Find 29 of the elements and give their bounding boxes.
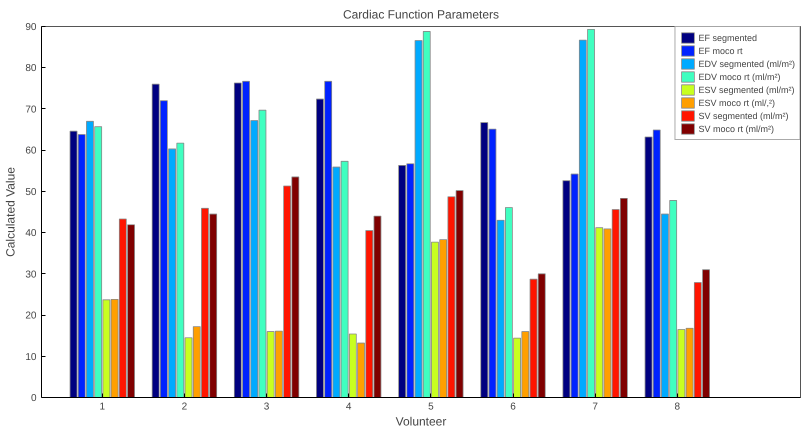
y-tick-label: 50 [25, 186, 37, 198]
legend-label: SV moco rt (ml/m²) [698, 122, 774, 135]
legend-label: EDV moco rt (ml/m²) [698, 70, 780, 83]
y-tick-label: 60 [25, 146, 37, 157]
x-tick-label: 7 [592, 402, 598, 412]
x-tick-label: 3 [264, 402, 270, 412]
x-tick-label: 5 [428, 402, 434, 412]
y-tick-label: 10 [25, 352, 37, 363]
chart-title: Cardiac Function Parameters [342, 8, 500, 22]
y-tick-label: 80 [25, 63, 37, 74]
legend-label: EDV segmented (ml/m²) [698, 58, 795, 70]
y-tick-label: 40 [25, 228, 37, 240]
legend-label: EF segmented [698, 32, 757, 44]
y-axis-title: Calculated Value [3, 166, 18, 257]
y-tick-label: 90 [25, 22, 37, 33]
x-tick-label: 8 [674, 402, 681, 412]
x-tick-label: 2 [182, 402, 188, 412]
legend-label: ESV moco rt (ml/,²) [698, 96, 775, 109]
x-axis-title: Volunteer [396, 414, 446, 428]
y-tick-label: 70 [25, 104, 37, 116]
y-tick-label: 20 [25, 310, 37, 322]
legend-label: ESV segmented (ml/m²) [698, 84, 794, 96]
y-tick-label: 30 [25, 269, 37, 280]
x-tick-label: 4 [346, 402, 352, 412]
y-tick-label: 0 [30, 393, 37, 404]
legend-label: EF moco rt [698, 44, 742, 57]
x-tick-label: 6 [510, 402, 516, 412]
x-tick-label: 1 [100, 402, 106, 412]
legend-label: SV segmented (ml/m²) [698, 110, 788, 122]
